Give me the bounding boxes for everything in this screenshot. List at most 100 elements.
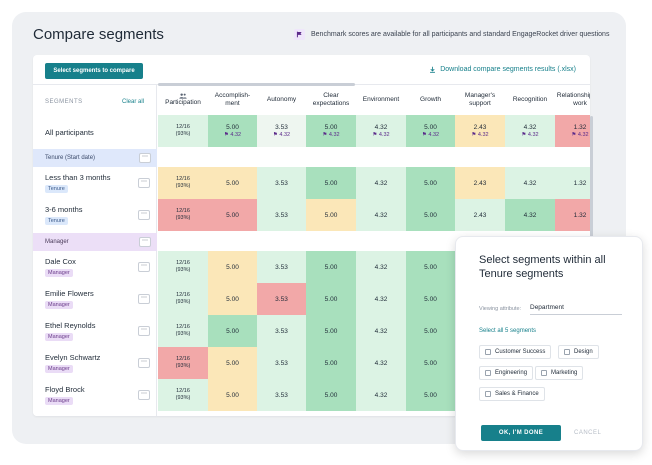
- score-cell: 5.00: [208, 199, 257, 231]
- more-options-button[interactable]: ⋯: [138, 178, 150, 188]
- score-cell: 5.00: [306, 199, 356, 231]
- participation-value: 12/16: [176, 124, 190, 130]
- column-header[interactable]: Autonomy: [257, 85, 306, 115]
- segment-row-label[interactable]: Less than 3 months Tenure: [45, 173, 110, 193]
- vertical-scrollbar[interactable]: [590, 116, 593, 241]
- more-options-button[interactable]: ⋯: [138, 326, 150, 336]
- column-header-label: Recognition: [512, 96, 548, 103]
- score-cell: 5.00: [306, 283, 356, 315]
- column-header[interactable]: Accomplish-ment: [208, 85, 257, 115]
- participation-cell: 12/16 (93%): [158, 315, 208, 347]
- segment-group-band: Tenure (Start date) ⋯: [33, 149, 157, 167]
- download-results-link[interactable]: Download compare segments results (.xlsx…: [429, 66, 576, 73]
- segment-row-label[interactable]: Floyd Brock Manager: [45, 385, 85, 405]
- benchmark-note-text: Benchmark scores are available for all p…: [311, 31, 610, 38]
- column-header[interactable]: Growth: [406, 85, 455, 115]
- score-cell: 5.00: [208, 167, 257, 199]
- score-cell: 4.32: [356, 283, 406, 315]
- benchmark-value: ⚑ 4.32: [224, 132, 241, 138]
- more-options-button[interactable]: ⋯: [138, 210, 150, 220]
- clear-all-link[interactable]: Clear all: [121, 99, 144, 105]
- column-header[interactable]: Recognition: [505, 85, 555, 115]
- more-options-button[interactable]: ⋯: [138, 358, 150, 368]
- column-header-label: Accomplish-ment: [214, 92, 251, 107]
- cancel-button[interactable]: CANCEL: [574, 430, 602, 436]
- checkbox[interactable]: [485, 370, 491, 376]
- score-value: 5.00: [226, 391, 239, 399]
- select-segments-button[interactable]: Select segments to compare: [45, 63, 143, 79]
- more-options-button[interactable]: ⋯: [138, 262, 150, 272]
- score-cell: 5.00: [406, 167, 455, 199]
- score-value: 5.00: [226, 359, 239, 367]
- column-header[interactable]: Environment: [356, 85, 406, 115]
- segment-name: Ethel Reynolds: [45, 321, 96, 330]
- score-cell: 5.00: [406, 379, 455, 411]
- score-cell: 3.53: [257, 315, 306, 347]
- benchmark-score: 4.32: [279, 132, 291, 138]
- score-value: 3.53: [275, 179, 288, 187]
- option-engineering[interactable]: Engineering: [479, 366, 534, 380]
- more-options-button[interactable]: ⋯: [139, 237, 151, 247]
- segment-row-label[interactable]: 3-6 months Tenure: [45, 205, 83, 225]
- score-cell: 5.00: [306, 167, 356, 199]
- score-cell: 5.00: [306, 251, 356, 283]
- option-label: Design: [574, 349, 593, 355]
- segment-row-label[interactable]: Emilie Flowers Manager: [45, 289, 94, 309]
- score-value: 4.32: [523, 211, 537, 219]
- option-design[interactable]: Design: [558, 345, 599, 359]
- column-header[interactable]: Clear expectations: [306, 85, 356, 115]
- segment-tag: Manager: [45, 301, 73, 309]
- more-options-button[interactable]: ⋯: [138, 294, 150, 304]
- horizontal-scrollbar[interactable]: [158, 83, 355, 86]
- segment-row-label[interactable]: Dale Cox Manager: [45, 257, 76, 277]
- score-cell: 3.53 ⚑ 4.32: [257, 115, 306, 147]
- option-sales-finance[interactable]: Sales & Finance: [479, 387, 545, 401]
- score-value: 5.00: [424, 295, 437, 303]
- score-cell: 3.53: [257, 379, 306, 411]
- page-title: Compare segments: [33, 26, 164, 43]
- more-options-button[interactable]: ⋯: [139, 153, 151, 163]
- score-cell: 5.00 ⚑ 4.32: [306, 115, 356, 147]
- checkbox[interactable]: [564, 349, 570, 355]
- flag-icon: ⚑: [571, 132, 577, 138]
- flag-icon: ⚑: [223, 132, 229, 138]
- score-cell: 2.43 ⚑ 4.32: [455, 115, 505, 147]
- column-header[interactable]: Participation: [158, 85, 208, 115]
- column-header-label: Manager's support: [464, 92, 496, 107]
- score-value: 5.00: [424, 327, 437, 335]
- participation-cell: 12/16 (93%): [158, 283, 208, 315]
- score-value: 5.00: [324, 179, 338, 187]
- score-cell: 5.00: [306, 379, 356, 411]
- all-participants-label[interactable]: All participants: [45, 128, 94, 137]
- participation-value: 12/16: [176, 260, 190, 266]
- ok-done-button[interactable]: OK, I'M DONE: [481, 425, 561, 441]
- benchmark-score: 4.32: [527, 132, 539, 138]
- score-value: 1.32: [573, 124, 587, 131]
- checkbox[interactable]: [485, 391, 491, 397]
- segment-row-label[interactable]: Ethel Reynolds Manager: [45, 321, 95, 341]
- score-cell: 1.32: [555, 199, 590, 231]
- segment-row-label[interactable]: Evelyn Schwartz Manager: [45, 353, 100, 373]
- checkbox[interactable]: [485, 349, 491, 355]
- score-value: 5.00: [324, 327, 338, 335]
- score-cell: 4.32 ⚑ 4.32: [505, 115, 555, 147]
- column-header[interactable]: Relationships at work: [555, 85, 590, 115]
- score-value: 5.00: [324, 359, 338, 367]
- benchmark-score: 4.32: [328, 132, 340, 138]
- segment-tag: Tenure: [45, 185, 68, 193]
- score-value: 3.53: [275, 263, 288, 271]
- checkbox[interactable]: [541, 370, 547, 376]
- viewing-attribute-select[interactable]: Department: [530, 304, 622, 315]
- option-marketing[interactable]: Marketing: [535, 366, 584, 380]
- column-header[interactable]: Manager's support: [455, 85, 505, 115]
- benchmark-value: ⚑ 4.32: [322, 132, 339, 138]
- score-cell: 3.53: [257, 283, 306, 315]
- participation-value: (93%): [175, 299, 191, 305]
- segment-name: Dale Cox: [45, 257, 76, 266]
- score-value: 4.32: [374, 359, 388, 367]
- score-value: 1.32: [573, 211, 587, 219]
- select-all-link[interactable]: Select all 5 segments: [479, 328, 537, 334]
- option-customer-success[interactable]: Customer Success: [479, 345, 552, 359]
- score-value: 4.32: [374, 179, 388, 187]
- more-options-button[interactable]: ⋯: [138, 390, 150, 400]
